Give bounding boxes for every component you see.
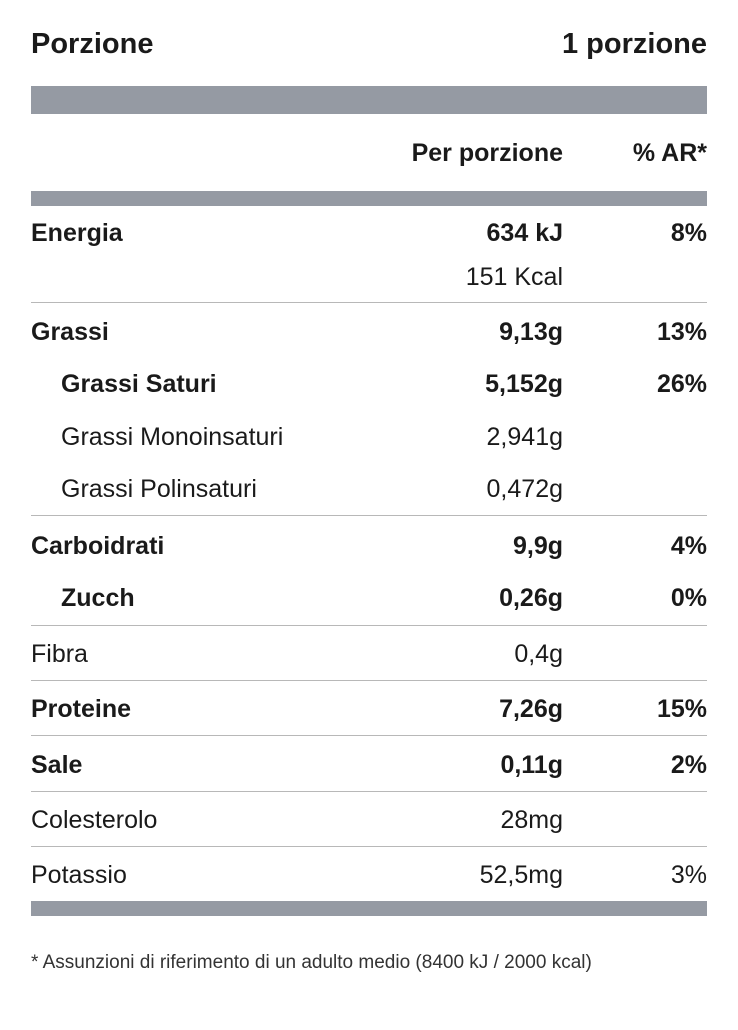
- row-divider: [31, 625, 707, 626]
- nutrient-ri: 3%: [670, 861, 707, 889]
- nutrient-value: 634 kJ: [486, 219, 563, 247]
- footer-bar: [31, 901, 707, 916]
- nutrient-sub-value: 151 Kcal: [465, 263, 563, 291]
- nutrient-value: 2,941g: [486, 423, 563, 451]
- nutrient-value: 28mg: [500, 806, 563, 834]
- nutrient-ri: 0%: [670, 584, 707, 612]
- nutrient-ri: 26%: [656, 370, 707, 398]
- row-divider: [31, 791, 707, 792]
- nutrient-ri: 8%: [670, 219, 707, 247]
- nutrient-name: Grassi: [31, 318, 109, 346]
- row-divider: [31, 680, 707, 681]
- serving-label: Porzione: [31, 27, 154, 60]
- nutrient-name: Proteine: [31, 695, 132, 723]
- nutrient-name: Colesterolo: [31, 806, 158, 834]
- nutrient-value: 0,26g: [499, 584, 563, 612]
- nutrient-value: 7,26g: [499, 695, 563, 723]
- nutrient-name: Fibra: [31, 640, 88, 668]
- nutrient-name: Zucch: [61, 584, 135, 612]
- column-header-ri: % AR*: [632, 139, 707, 167]
- nutrient-name: Sale: [31, 751, 83, 779]
- nutrient-value: 52,5mg: [479, 861, 563, 889]
- nutrient-name: Grassi Saturi: [61, 370, 217, 398]
- nutrient-ri: 15%: [656, 695, 707, 723]
- nutrient-value: 9,13g: [499, 318, 563, 346]
- nutrient-ri: 13%: [656, 318, 707, 346]
- nutrient-name: Grassi Monoinsaturi: [61, 423, 284, 451]
- nutrient-name: Potassio: [31, 861, 127, 889]
- row-divider: [31, 735, 707, 736]
- nutrient-ri: 4%: [670, 532, 707, 560]
- serving-value: 1 porzione: [561, 27, 707, 60]
- nutrient-ri: 2%: [670, 751, 707, 779]
- nutrient-value: 5,152g: [485, 370, 563, 398]
- nutrient-value: 0,4g: [514, 640, 563, 668]
- nutrient-value: 9,9g: [512, 532, 563, 560]
- nutrient-value: 0,11g: [500, 751, 563, 779]
- header-bar-top: [31, 86, 707, 114]
- row-divider: [31, 846, 707, 847]
- column-headers: Per porzione % AR*: [31, 135, 707, 175]
- row-divider: [31, 302, 707, 303]
- nutrient-name: Carboidrati: [31, 532, 165, 560]
- nutrient-value: 0,472g: [486, 475, 563, 503]
- footnote: * Assunzioni di riferimento di un adulto…: [31, 952, 592, 973]
- column-header-per-serving: Per porzione: [411, 139, 563, 167]
- header-bar-columns: [31, 191, 707, 206]
- serving-row: Porzione 1 porzione: [31, 22, 707, 66]
- nutrient-name: Grassi Polinsaturi: [61, 475, 257, 503]
- row-divider: [31, 515, 707, 516]
- nutrient-name: Energia: [31, 219, 123, 247]
